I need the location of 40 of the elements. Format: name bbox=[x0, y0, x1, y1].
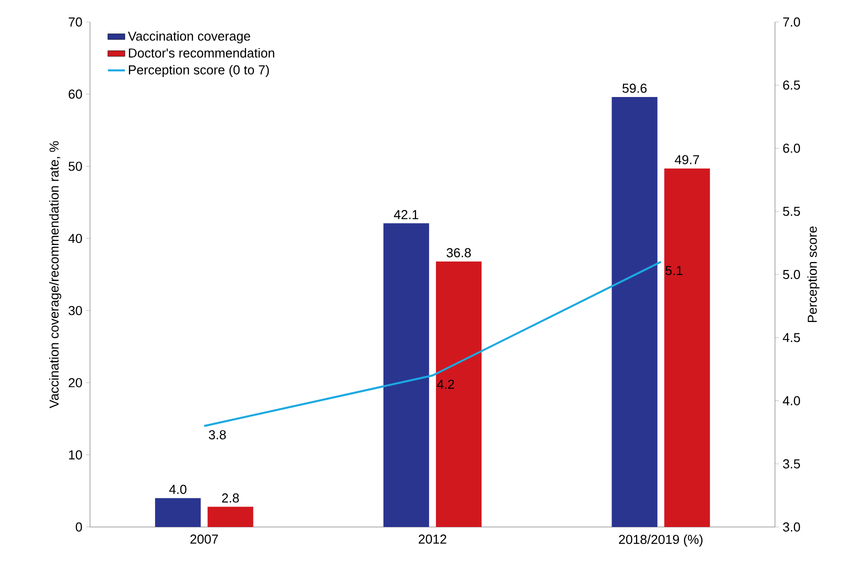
y2-tick-label: 4.5 bbox=[782, 333, 800, 342]
y2-tick-label: 7.0 bbox=[783, 17, 800, 27]
y2-tick-label: 6.0 bbox=[783, 144, 800, 153]
data-label: 4.0 bbox=[169, 484, 186, 494]
y2-tick-label: 5.5 bbox=[783, 206, 800, 216]
y2-tick-label: 5.0 bbox=[783, 270, 800, 280]
bar bbox=[664, 168, 710, 527]
y2-tick-label: 6.5 bbox=[783, 80, 800, 90]
y-tick-label: 0 bbox=[76, 522, 82, 532]
bar bbox=[383, 223, 430, 527]
y2-axis-title: Perception score bbox=[807, 226, 820, 322]
data-label: 4.2 bbox=[437, 380, 454, 389]
y-tick-label: 50 bbox=[68, 162, 82, 171]
legend-label: Doctor's recommendation bbox=[128, 48, 274, 58]
y-axis-title: Vaccination coverage/recommendation rate, % bbox=[49, 141, 62, 408]
y-tick-label: 60 bbox=[68, 90, 82, 99]
y-tick-label: 10 bbox=[69, 450, 82, 460]
data-label: 36.8 bbox=[446, 248, 471, 258]
y-tick-label: 40 bbox=[68, 234, 82, 244]
data-label: 3.8 bbox=[208, 430, 226, 440]
legend-label: Perception score (0 to 7) bbox=[128, 64, 269, 78]
bar bbox=[155, 498, 201, 527]
legend-label: Vaccination coverage bbox=[128, 31, 250, 44]
data-label: 5.1 bbox=[666, 266, 682, 276]
y2-tick-label: 3.0 bbox=[783, 522, 800, 532]
data-label: 49.7 bbox=[674, 155, 700, 164]
bar bbox=[612, 97, 658, 527]
y-tick-label: 20 bbox=[68, 378, 82, 388]
y-tick-label: 70 bbox=[68, 17, 82, 27]
y2-tick-label: 4.0 bbox=[782, 396, 800, 406]
y-tick-label: 30 bbox=[68, 306, 82, 316]
y2-tick-label: 3.5 bbox=[783, 459, 800, 468]
data-label: 59.6 bbox=[622, 84, 647, 93]
bar bbox=[436, 262, 482, 527]
data-label: 42.1 bbox=[394, 210, 418, 220]
x-tick-label: 2007 bbox=[190, 534, 218, 544]
bar bbox=[208, 506, 254, 527]
x-tick-label: 2012 bbox=[418, 534, 446, 544]
x-tick-label: 2018/2019 (%) bbox=[619, 534, 702, 547]
data-label: 2.8 bbox=[222, 493, 239, 503]
